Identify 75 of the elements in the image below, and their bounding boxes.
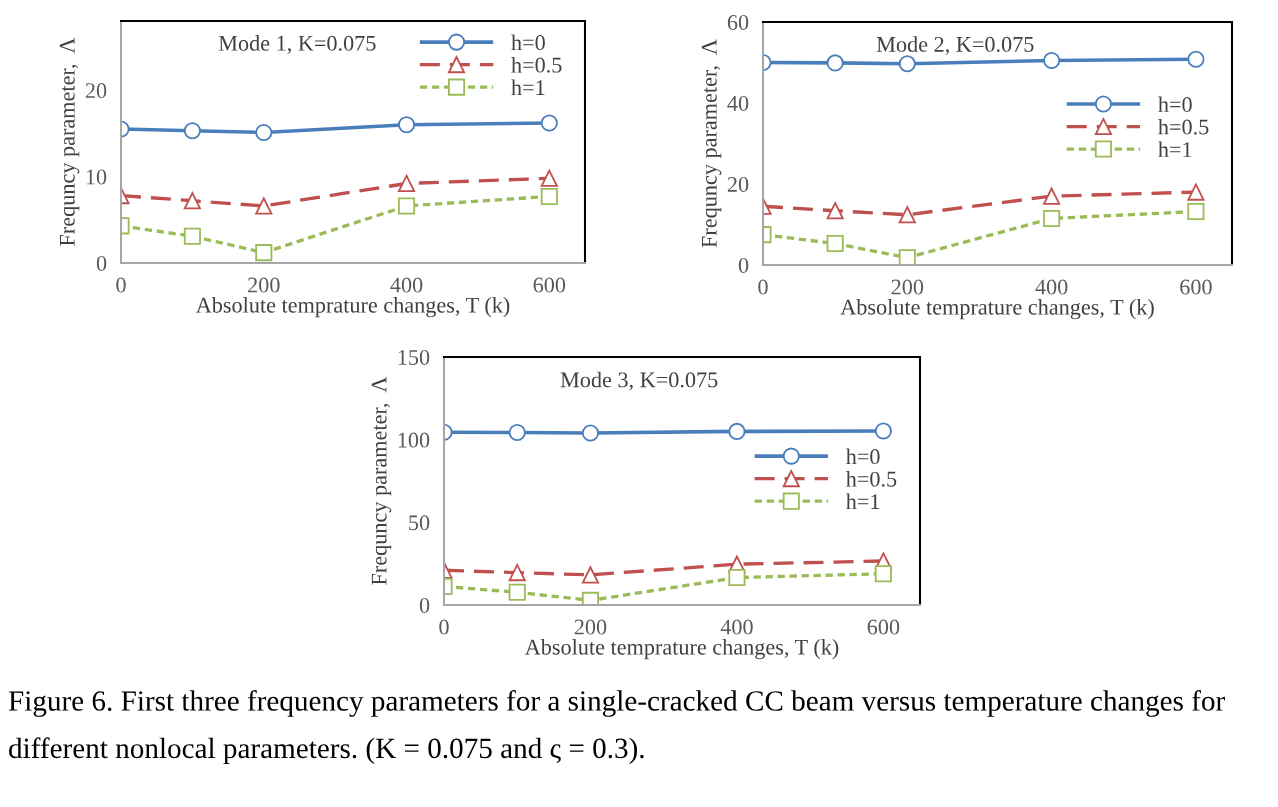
legend-label: h=0.5: [845, 470, 897, 487]
x-tick-label: 400: [1035, 279, 1068, 295]
point: [874, 422, 892, 440]
x-tick-label: 600: [1180, 279, 1212, 295]
point: [397, 197, 416, 215]
point: [898, 55, 916, 73]
legend-label: h=0.5: [1158, 118, 1209, 135]
point: [728, 422, 746, 440]
point: [183, 122, 201, 140]
point: [508, 564, 526, 582]
y-tick-label: 50: [409, 515, 430, 531]
x-tick-label: 400: [390, 277, 423, 293]
point: [183, 227, 201, 245]
y-axis-title: Frequncy parameter, Λ: [371, 376, 392, 585]
point: [508, 583, 526, 601]
y-tick-label: 20: [727, 176, 749, 192]
x-axis-title: Absolute temprature changes, T (k): [195, 297, 510, 318]
point: [826, 234, 844, 253]
x-tick-label: 400: [720, 619, 753, 635]
x-tick-label: 200: [891, 279, 924, 295]
point: [874, 565, 892, 583]
point: [898, 249, 916, 265]
x-tick-label: 600: [867, 619, 900, 635]
point: [1187, 202, 1205, 221]
annotation: Mode 3, K=0.075: [560, 371, 718, 391]
x-tick-label: 200: [574, 619, 607, 635]
y-axis-title: Frequncy parameter, Λ: [701, 39, 722, 248]
point: [1043, 187, 1061, 205]
legend-label: h=0: [511, 34, 545, 51]
point: [581, 424, 600, 442]
x-tick-label: 0: [116, 277, 126, 293]
y-tick-label: 60: [727, 14, 749, 30]
point: [1043, 51, 1061, 70]
point: [728, 569, 746, 587]
legend-label: h=0: [845, 448, 880, 465]
y-tick-label: 0: [419, 597, 430, 613]
point: [508, 424, 526, 442]
annotation: Mode 2, K=0.075: [876, 36, 1034, 56]
y-tick-label: 10: [86, 169, 107, 185]
point: [1187, 50, 1205, 68]
point: [581, 566, 600, 584]
annotation: Mode 1, K=0.075: [218, 35, 376, 54]
x-tick-label: 600: [533, 277, 566, 293]
x-axis-title: Absolute temprature changes, T (k): [840, 299, 1154, 320]
point: [255, 123, 273, 142]
y-axis-title: Frequncy parameter, Λ: [59, 37, 80, 246]
legend-label: h=1: [1158, 141, 1192, 157]
x-tick-label: 200: [248, 277, 280, 293]
y-tick-label: 0: [96, 255, 107, 271]
point: [1043, 209, 1061, 227]
x-axis-title: Absolute temprature changes, T (k): [524, 639, 839, 660]
point: [397, 174, 416, 193]
legend-label: h=0: [1158, 96, 1192, 113]
y-tick-label: 150: [398, 349, 430, 365]
point: [183, 192, 201, 210]
y-tick-label: 40: [727, 95, 749, 111]
point: [255, 197, 273, 215]
point: [397, 116, 416, 134]
point: [826, 202, 844, 220]
y-tick-label: 0: [738, 257, 749, 273]
point: [255, 244, 273, 262]
caption: Figure 6. First three frequency parameters for a single-cracked CC beam versus temperature changes for different nonlocal parameters. (K = 0.075 and ς = 0.3).: [8, 690, 1225, 765]
y-tick-label: 20: [85, 83, 107, 99]
y-tick-label: 100: [398, 432, 430, 448]
x-tick-label: 0: [758, 279, 768, 295]
point: [1187, 183, 1205, 201]
point: [826, 54, 844, 72]
legend-label: h=1: [511, 79, 545, 95]
legend-label: h=0.5: [511, 56, 562, 73]
point: [540, 114, 558, 132]
legend-label: h=1: [845, 493, 880, 509]
point: [540, 169, 558, 187]
point: [898, 206, 916, 224]
point: [540, 187, 558, 205]
x-tick-label: 0: [439, 619, 449, 635]
